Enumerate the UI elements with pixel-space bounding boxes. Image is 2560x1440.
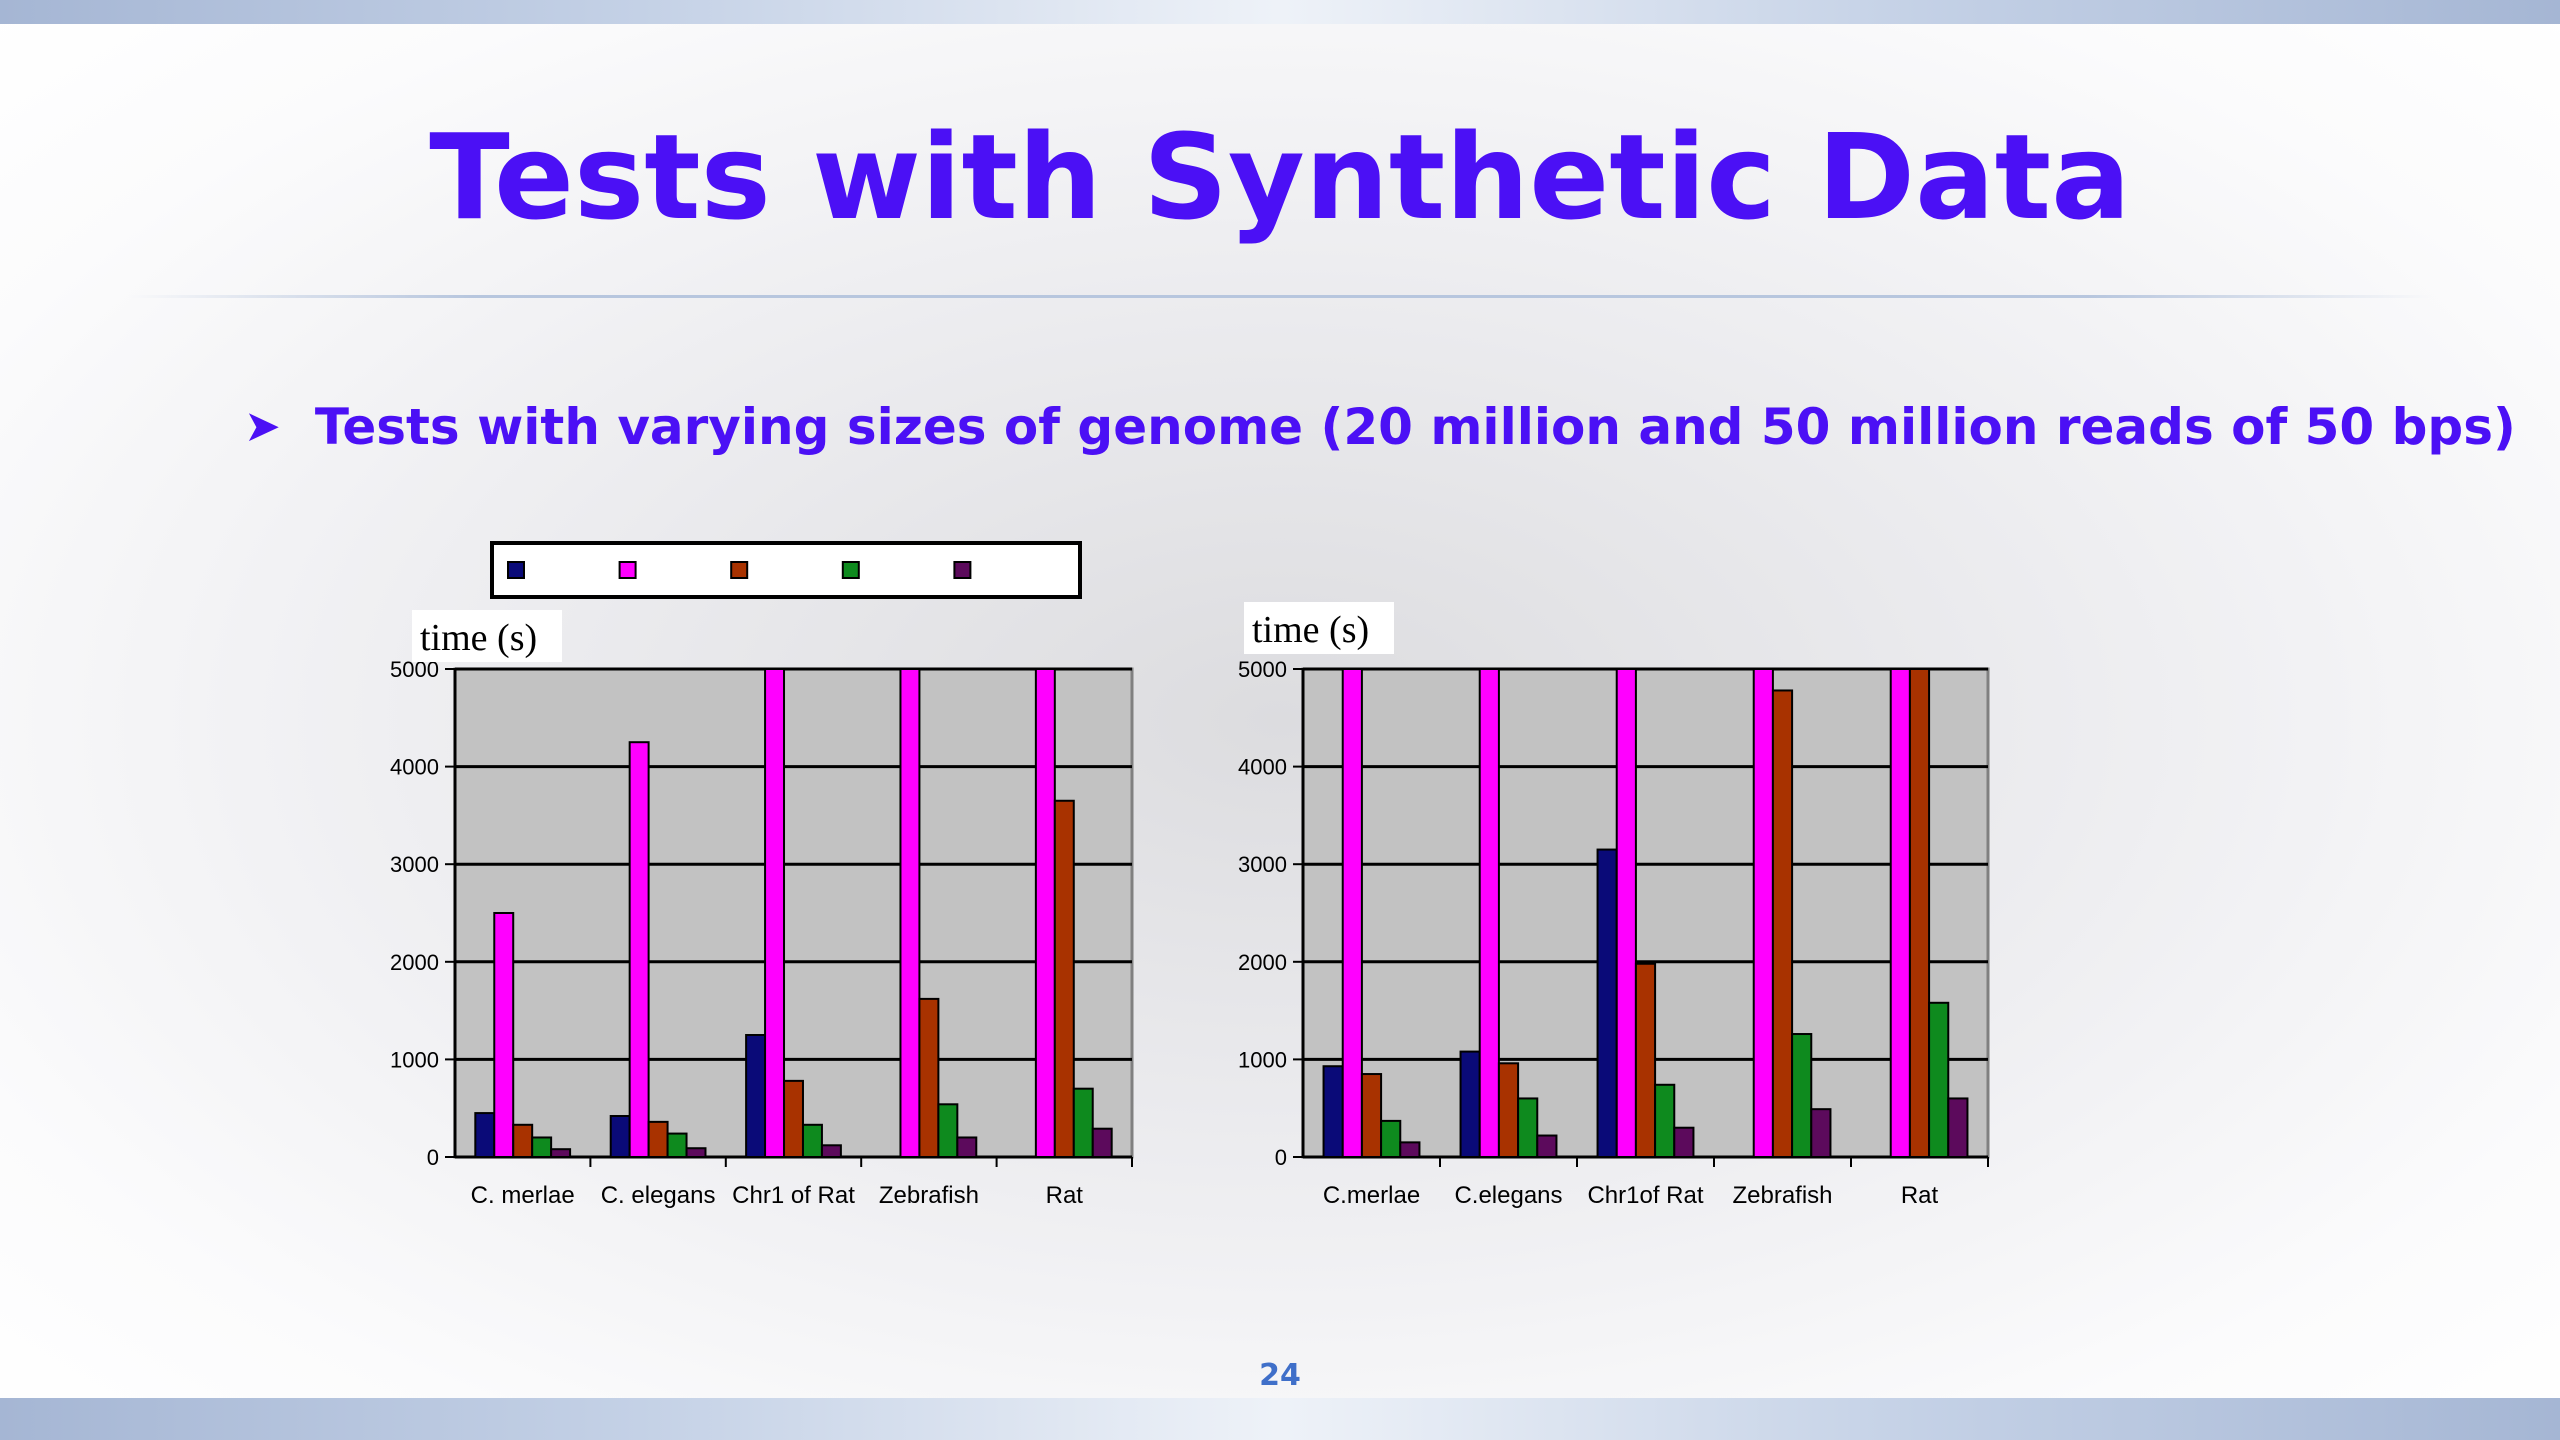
bottom-band [0,1398,2560,1440]
bar [685,1147,707,1158]
x-tick-label: Zebrafish [1732,1182,1832,1209]
bar [531,1136,553,1158]
bar [550,1148,572,1159]
bullet-item: ➤ Tests with varying sizes of genome (20… [244,398,2516,456]
bar [647,1120,669,1159]
legend-box [490,541,1082,599]
bar [1752,668,1774,1158]
bar [1091,1127,1113,1159]
y-tick-label: 4000 [1238,755,1287,780]
bar [1928,1001,1950,1158]
bar [1615,668,1637,1158]
x-tick-label: C. elegans [601,1182,716,1209]
title-divider [128,295,2432,298]
x-tick-label: Chr1 of Rat [732,1182,855,1209]
bar [1536,1134,1558,1158]
bar [628,741,650,1158]
bar [1380,1119,1402,1158]
bar [666,1132,688,1159]
plot-area [453,667,1134,1159]
arrowhead-bullet-icon: ➤ [244,401,281,452]
page-number: 24 [1259,1358,1301,1393]
y-tick-label: 2000 [390,950,439,975]
x-tick-label: Chr1of Rat [1587,1182,1703,1209]
bar [1596,848,1618,1158]
y-tick-label: 1000 [390,1047,439,1072]
bar [1399,1141,1421,1158]
y-tick-label: 0 [1275,1145,1287,1170]
bar [1360,1073,1383,1159]
bar [956,1136,978,1158]
bar [1673,1126,1695,1158]
bar [609,1115,631,1159]
legend-swatch [730,561,749,579]
bar [1634,962,1657,1159]
slide-title: Tests with Synthetic Data [429,108,2131,246]
x-tick-label: C.merlae [1323,1182,1420,1209]
bar [474,1112,496,1158]
bar [899,668,921,1158]
bar [1889,668,1911,1158]
bar [1322,1065,1344,1159]
x-tick-label: C.elegans [1454,1182,1562,1209]
bar [937,1103,959,1159]
bar [1908,668,1931,1158]
y-tick-label: 1000 [1238,1047,1287,1072]
y-tick-label: 3000 [390,852,439,877]
x-tick-label: Rat [1901,1182,1939,1209]
bar [1053,799,1075,1158]
bar [1459,1050,1481,1159]
bar [801,1123,823,1158]
bar [764,668,786,1158]
y-axis-label-bg [1244,602,1394,654]
bar [1341,668,1363,1158]
bar [820,1144,842,1158]
y-tick-label: 0 [427,1145,439,1170]
plot-area [1301,667,1990,1159]
y-tick-label: 5000 [390,657,439,682]
y-axis-label-bg [412,610,562,662]
bar [512,1123,534,1158]
bar [1791,1033,1813,1159]
bar [493,912,515,1158]
bar [1771,689,1794,1158]
bar [1517,1097,1539,1158]
x-tick-label: Rat [1046,1182,1084,1209]
legend-swatch [953,561,972,579]
x-tick-label: Zebrafish [879,1182,979,1209]
y-tick-label: 5000 [1238,657,1287,682]
bar [1034,668,1056,1158]
y-tick-label: 2000 [1238,950,1287,975]
bullet-text: Tests with varying sizes of genome (20 m… [314,398,2516,456]
bar [745,1034,767,1158]
bar [1497,1062,1520,1158]
bar [1654,1083,1676,1158]
y-axis-label: time (s) [1252,609,1369,651]
x-tick-label: C. merlae [471,1182,575,1209]
legend-swatch [841,561,860,579]
bar [783,1079,804,1158]
legend-swatch [618,561,637,579]
y-tick-label: 3000 [1238,852,1287,877]
legend-swatch [507,561,525,579]
top-band [0,0,2560,24]
y-tick-label: 4000 [390,755,439,780]
y-axis-label: time (s) [420,617,537,659]
bar [1947,1097,1969,1158]
bar [918,997,940,1158]
bar [1810,1108,1832,1159]
bar [1478,668,1500,1158]
bar [1072,1087,1094,1159]
